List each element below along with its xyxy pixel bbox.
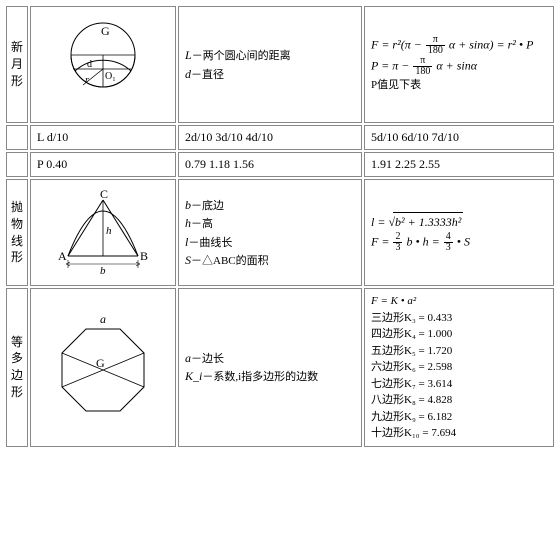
txt-L: －两个圆心间的距离 — [192, 50, 291, 62]
row-polygon: 等 多 边 形 a G a－边长 K_i－系数,i指多边形的边数 F = K •… — [6, 288, 554, 447]
pv1: P 0.40 — [30, 152, 176, 177]
label-parabola: 抛 物 线 形 — [6, 179, 28, 286]
formula-table: 新 月 形 G d O₁ r L－两个圆心间的距离 d－直径 F = r²(π — [4, 4, 556, 449]
desc-crescent: L－两个圆心间的距离 d－直径 — [178, 6, 362, 123]
ph1: L d/10 — [30, 125, 176, 150]
row-p-header: L d/10 2d/10 3d/10 4d/10 5d/10 6d/10 7d/… — [6, 125, 554, 150]
desc-parabola: b－底边 h－高 l－曲线长 S－△ABC的面积 — [178, 179, 362, 286]
ph3: 5d/10 6d/10 7d/10 — [364, 125, 554, 150]
label-polygon: 等 多 边 形 — [6, 288, 28, 447]
row-p-values: P 0.40 0.79 1.18 1.56 1.91 2.25 2.55 — [6, 152, 554, 177]
svg-text:h: h — [106, 225, 112, 237]
ph2: 2d/10 3d/10 4d/10 — [178, 125, 362, 150]
row-parabola: 抛 物 线 形 A B C h b b－底边 h－高 l－曲线长 S－△ABC的… — [6, 179, 554, 286]
svg-text:B: B — [140, 249, 148, 263]
formula-polygon: F = K • a² 三边形K₃ = 0.433 四边形K₄ = 1.000 五… — [364, 288, 554, 447]
formula-parabola: l = √b² + 1.3333h² F = 23 b • h = 43 • S — [364, 179, 554, 286]
pv3: 1.91 2.25 2.55 — [364, 152, 554, 177]
svg-text:d: d — [87, 59, 92, 70]
f3: P值见下表 — [371, 77, 547, 95]
fig-parabola: A B C h b — [30, 179, 176, 286]
svg-text:G: G — [101, 24, 110, 38]
sym-L: L — [185, 48, 192, 62]
svg-text:C: C — [100, 187, 108, 201]
svg-text:O₁: O₁ — [105, 71, 116, 82]
label-crescent: 新 月 形 — [6, 6, 28, 123]
txt-d: －直径 — [191, 69, 224, 81]
f2b: α + sinα — [436, 58, 477, 72]
svg-text:A: A — [58, 249, 67, 263]
desc-polygon: a－边长 K_i－系数,i指多边形的边数 — [178, 288, 362, 447]
svg-text:G: G — [96, 356, 105, 370]
fig-polygon: a G — [30, 288, 176, 447]
svg-text:r: r — [85, 75, 89, 86]
svg-text:a: a — [100, 312, 106, 326]
f1b: α + sinα) = r² • P — [449, 37, 534, 51]
pv2: 0.79 1.18 1.56 — [178, 152, 362, 177]
formula-crescent: F = r²(π − π180 α + sinα) = r² • P P = π… — [364, 6, 554, 123]
row-crescent: 新 月 形 G d O₁ r L－两个圆心间的距离 d－直径 F = r²(π — [6, 6, 554, 123]
svg-text:b: b — [100, 265, 106, 276]
f1a: F = r²(π − — [371, 37, 422, 51]
f2a: P = π − — [371, 58, 409, 72]
fig-crescent: G d O₁ r — [30, 6, 176, 123]
